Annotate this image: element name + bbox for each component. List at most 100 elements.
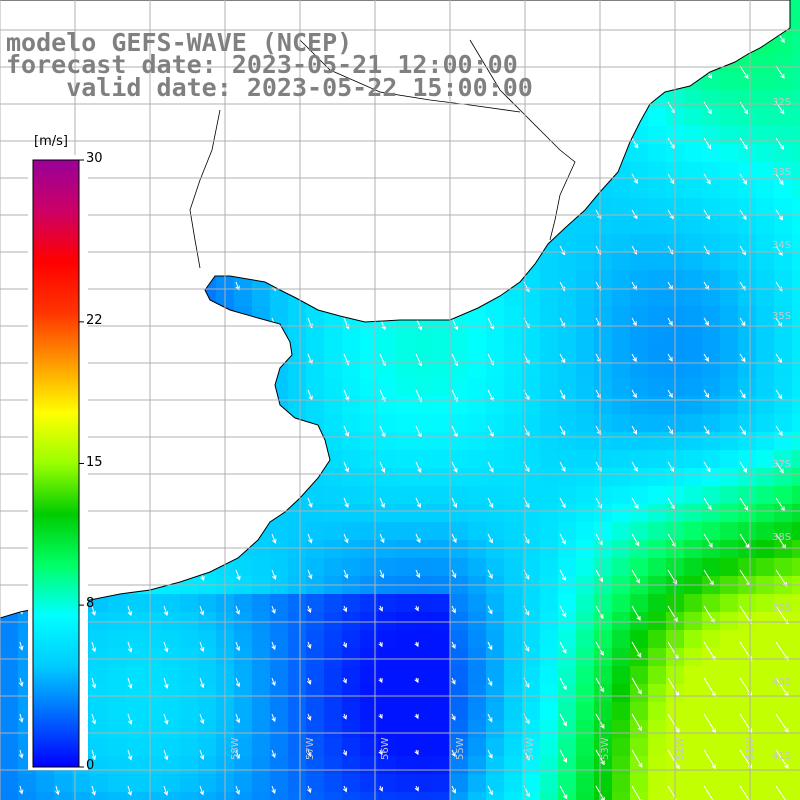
wind-arrow (631, 137, 639, 149)
wind-arrow (703, 173, 711, 185)
field-cell (252, 702, 271, 721)
wind-arrow (199, 605, 205, 616)
field-cell (450, 558, 469, 577)
field-cell (396, 396, 415, 415)
latitude-label: 38S (772, 532, 792, 543)
field-cell (792, 270, 800, 289)
field-cell (486, 378, 505, 397)
wind-arrow (271, 749, 276, 759)
field-cell (414, 540, 433, 559)
field-cell (702, 720, 721, 739)
field-cell (630, 144, 649, 163)
field-cell (720, 558, 739, 577)
field-cell (450, 450, 469, 469)
wind-arrow (343, 569, 349, 579)
field-cell (648, 684, 667, 703)
wind-arrow (18, 713, 24, 723)
field-cell (738, 450, 757, 469)
field-cell (270, 288, 289, 307)
field-cell (558, 756, 577, 775)
field-cell (792, 648, 800, 667)
field-cell (684, 126, 703, 145)
field-cell (630, 522, 649, 541)
field-cell (648, 738, 667, 757)
field-cell (792, 90, 800, 109)
field-cell (684, 774, 703, 793)
field-cell (270, 756, 289, 775)
field-cell (162, 756, 181, 775)
field-cell (486, 648, 505, 667)
longitude-label: 57W (305, 737, 316, 760)
field-cell (756, 162, 775, 181)
wind-arrow (271, 569, 277, 580)
wind-arrow (451, 749, 456, 758)
field-cell (720, 360, 739, 379)
field-cell (162, 702, 181, 721)
wind-arrow (487, 569, 493, 580)
field-cell (612, 396, 631, 415)
latitude-label: 39S (772, 603, 792, 614)
field-cell (540, 702, 559, 721)
field-cell (774, 738, 793, 757)
field-cell (720, 630, 739, 649)
field-cell (684, 414, 703, 433)
wind-arrow (667, 317, 673, 326)
field-cell (594, 288, 613, 307)
field-cell (792, 306, 800, 325)
field-cell (396, 720, 415, 739)
field-cell (270, 630, 289, 649)
wind-arrow (631, 281, 637, 291)
field-cell (270, 702, 289, 721)
wind-arrow (775, 389, 783, 400)
field-cell (306, 702, 325, 721)
model-title: modelo GEFS-WAVE (NCEP) (6, 28, 353, 57)
field-cell (540, 504, 559, 523)
field-cell (360, 540, 379, 559)
wind-arrow (307, 497, 313, 508)
field-cell (468, 378, 487, 397)
field-cell (180, 648, 199, 667)
field-cell (558, 504, 577, 523)
field-cell (684, 216, 703, 235)
latitude-label: 41S (772, 751, 792, 762)
field-cell (18, 792, 37, 800)
field-cell (162, 792, 181, 800)
field-cell (450, 378, 469, 397)
field-cell (540, 558, 559, 577)
field-cell (180, 720, 199, 739)
field-cell (378, 666, 397, 685)
field-cell (684, 666, 703, 685)
field-cell (252, 792, 271, 800)
field-cell (630, 504, 649, 523)
field-cell (738, 396, 757, 415)
wind-arrow (379, 497, 385, 509)
field-cell (756, 252, 775, 271)
wind-arrow (487, 785, 493, 796)
field-cell (594, 198, 613, 217)
field-cell (684, 684, 703, 703)
field-cell (630, 432, 649, 451)
field-cell (558, 648, 577, 667)
field-cell (612, 414, 631, 433)
field-cell (432, 378, 451, 397)
field-cell (378, 432, 397, 451)
valid-date: valid date: 2023-05-22 15:00:00 (6, 73, 533, 102)
field-cell (252, 540, 271, 559)
wind-arrow (342, 713, 347, 720)
field-cell (594, 648, 613, 667)
field-cell (576, 360, 595, 379)
field-cell (90, 774, 109, 793)
colorbar-tick-label: 22 (86, 312, 103, 328)
longitude-label: 52W (675, 737, 686, 760)
field-cell (324, 756, 343, 775)
field-cell (432, 342, 451, 361)
field-cell (306, 558, 325, 577)
field-cell (126, 702, 145, 721)
longitude-label: 53W (600, 737, 611, 760)
field-cell (396, 414, 415, 433)
field-cell (414, 342, 433, 361)
field-cell (180, 756, 199, 775)
wind-arrow (307, 569, 313, 580)
field-cell (144, 774, 163, 793)
field-cell (558, 324, 577, 343)
